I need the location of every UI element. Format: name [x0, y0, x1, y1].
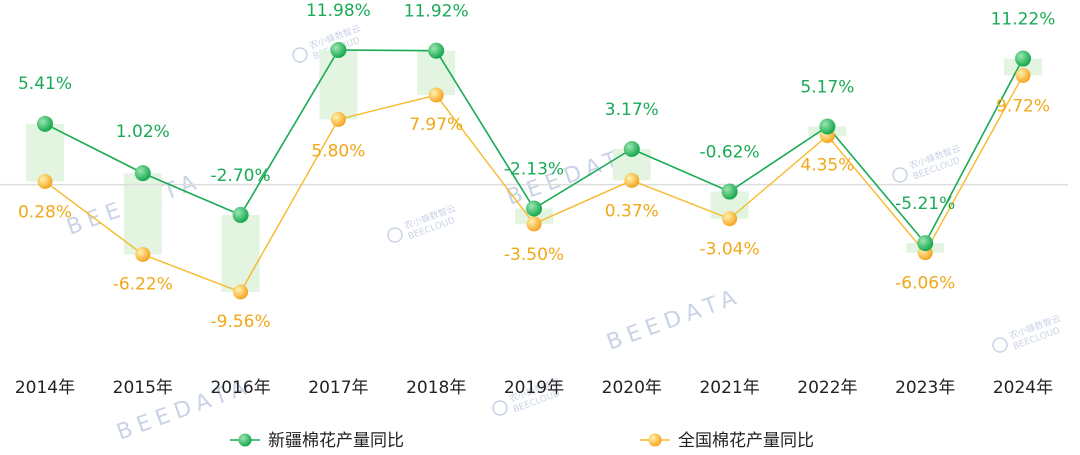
data-point-xinjiang — [330, 42, 347, 58]
legend-marker-icon — [648, 433, 662, 447]
data-point-national — [722, 211, 738, 227]
data-label-national: 7.97% — [409, 115, 463, 135]
x-tick-label: 2016年 — [210, 378, 270, 398]
bee-icon — [387, 227, 403, 243]
data-label-national: 5.80% — [311, 141, 365, 161]
data-label-xinjiang: -5.21% — [895, 194, 955, 214]
data-label-xinjiang: 5.41% — [18, 74, 72, 94]
data-point-xinjiang — [526, 200, 542, 217]
legend: 新疆棉花产量同比 全国棉花产量同比 — [230, 431, 814, 451]
legend-item-national[interactable]: 全国棉花产量同比 — [640, 431, 814, 451]
data-label-national: -3.04% — [700, 240, 760, 260]
value-labels: 5.41% 0.28% 1.02% -6.22% -2.70% -9.56% 11.98% 5… — [18, 1, 1055, 332]
x-tick-label: 2023年 — [895, 378, 955, 398]
data-point-national — [135, 246, 151, 262]
data-label-xinjiang: 5.17% — [800, 78, 854, 98]
data-point-national — [624, 172, 640, 188]
data-point-xinjiang — [428, 42, 445, 59]
legend-label: 全国棉花产量同比 — [678, 431, 814, 451]
data-point-national — [330, 111, 346, 127]
x-tick-label: 2022年 — [797, 378, 857, 398]
data-label-national: -6.06% — [895, 274, 955, 294]
x-tick-label: 2021年 — [699, 378, 759, 398]
x-tick-label: 2018年 — [406, 378, 466, 398]
gap-bar — [123, 173, 162, 255]
gap-bar — [1004, 58, 1042, 76]
data-point-national — [428, 87, 444, 103]
data-point-xinjiang — [623, 140, 640, 157]
x-tick-label: 2024年 — [993, 378, 1053, 398]
bee-icon — [492, 400, 508, 416]
data-label-xinjiang: 11.98% — [306, 1, 371, 21]
data-point-xinjiang — [232, 206, 249, 223]
data-label-xinjiang: -2.13% — [504, 160, 564, 180]
x-tick-label: 2015年 — [113, 378, 173, 398]
data-label-national: 0.37% — [605, 201, 659, 221]
data-point-national — [37, 173, 53, 189]
gap-bar — [26, 123, 64, 182]
data-point-national — [1015, 67, 1031, 83]
series-points — [37, 42, 1031, 300]
data-label-xinjiang: 1.02% — [116, 122, 170, 142]
data-label-national: -6.22% — [113, 274, 173, 294]
data-label-national: 0.28% — [18, 202, 72, 222]
legend-item-xinjiang[interactable]: 新疆棉花产量同比 — [230, 431, 404, 451]
x-tick-label: 2017年 — [308, 378, 368, 398]
data-label-national: 4.35% — [800, 156, 854, 176]
data-point-national — [526, 216, 542, 232]
data-label-xinjiang: 11.22% — [991, 10, 1056, 30]
bee-icon — [292, 47, 308, 63]
data-point-xinjiang — [917, 235, 934, 252]
data-label-national: 9.72% — [996, 96, 1050, 116]
data-point-xinjiang — [1015, 50, 1031, 67]
bee-icon — [992, 337, 1008, 353]
legend-marker-icon — [238, 433, 252, 447]
data-label-xinjiang: 3.17% — [605, 100, 659, 120]
legend-label: 新疆棉花产量同比 — [268, 431, 404, 451]
x-axis-tick-labels: 2014年 2015年 2016年 2017年 2018年 2019年 2020年 2021年… — [15, 378, 1053, 398]
data-label-national: -9.56% — [211, 312, 271, 332]
data-label-xinjiang: -0.62% — [700, 143, 760, 163]
data-label-national: -3.50% — [504, 245, 564, 265]
data-point-xinjiang — [134, 165, 151, 182]
data-point-xinjiang — [37, 115, 53, 132]
x-tick-label: 2020年 — [602, 378, 662, 398]
data-point-xinjiang — [721, 183, 738, 200]
watermark-text: BEEDATA — [604, 284, 746, 356]
x-tick-label: 2019年 — [504, 378, 564, 398]
bee-icon — [892, 167, 908, 183]
data-label-xinjiang: -2.70% — [211, 166, 271, 186]
data-point-national — [233, 284, 249, 300]
gap-bar — [319, 50, 358, 120]
data-point-xinjiang — [819, 118, 836, 135]
x-tick-label: 2014年 — [15, 378, 75, 398]
data-label-xinjiang: 11.92% — [404, 2, 469, 22]
gap-bar — [221, 214, 260, 292]
